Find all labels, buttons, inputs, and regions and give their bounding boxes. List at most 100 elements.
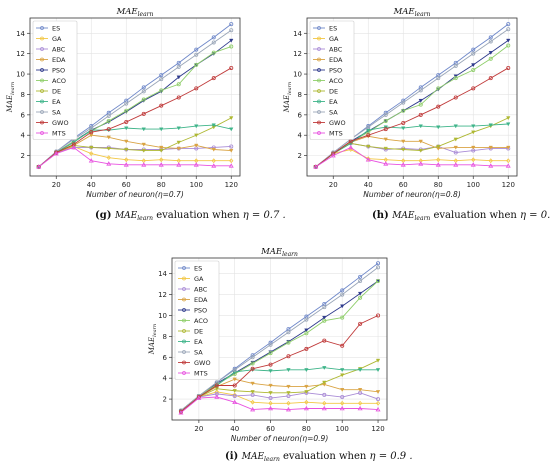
legend-label-ga: GA (329, 35, 339, 43)
point-abc-11 (376, 397, 381, 402)
point-gwo-6 (286, 354, 291, 359)
point-sa-5 (401, 100, 406, 105)
point-de-8 (322, 380, 327, 385)
point-eda-5 (268, 383, 273, 388)
point-ga-7 (159, 157, 164, 163)
series-line-abc (180, 392, 379, 412)
point-ea-8 (176, 126, 181, 131)
point-ea-7 (159, 127, 164, 132)
point-gwo-9 (471, 86, 476, 91)
point-gwo-8 (322, 338, 327, 343)
chart-panel-3: 20 40 60 80 100 120 2 4 6 8 10 12 14 MAElearn Number o… (148, 247, 413, 463)
point-ga-7 (436, 157, 441, 163)
legend-marker-abc (40, 47, 44, 51)
point-ga-9 (471, 157, 476, 163)
point-pso-9 (340, 304, 345, 309)
series-line-de (38, 117, 232, 168)
point-eda-4 (250, 381, 255, 386)
point-eda-11 (229, 148, 234, 153)
point-de-7 (304, 390, 309, 394)
point-ea-9 (471, 124, 476, 129)
point-abc-9 (340, 395, 345, 400)
point-de-6 (141, 148, 146, 153)
legend-marker-aco (317, 78, 321, 83)
point-mts-11 (505, 163, 511, 168)
x-tick-label-2: 60 (399, 181, 408, 189)
legend-label-ga: GA (194, 275, 204, 283)
point-es-9 (471, 47, 476, 52)
series-ga (178, 389, 381, 415)
point-sa-5 (124, 101, 129, 106)
point-mts-2 (348, 144, 354, 150)
point-gwo-3 (366, 133, 371, 138)
legend-label-es: ES (52, 25, 60, 33)
series-mts (36, 144, 234, 169)
point-ga-5 (124, 157, 129, 163)
point-aco-8 (453, 76, 458, 81)
point-mts-11 (375, 406, 381, 412)
legend-marker-ga (317, 36, 321, 41)
series-line-mts (315, 146, 509, 168)
legend-label-es: ES (329, 25, 337, 33)
point-ga-7 (304, 399, 309, 405)
legend-label-ga: GA (52, 35, 62, 43)
point-mts-8 (453, 162, 459, 167)
legend-marker-gwo (317, 120, 321, 125)
point-de-5 (268, 391, 273, 396)
point-ea-7 (436, 125, 441, 130)
point-abc-3 (232, 393, 237, 398)
legend-label-eda: EDA (194, 296, 208, 304)
point-pso-11 (229, 38, 234, 43)
x-axis-label: Number of neuron(η=0.8) (363, 190, 461, 199)
point-sa-11 (376, 265, 381, 270)
legend-marker-sa (40, 110, 44, 114)
point-mts-1 (196, 395, 202, 400)
legend-label-eda: EDA (329, 56, 343, 64)
legend-marker-abc (182, 287, 186, 291)
point-aco-4 (383, 118, 388, 123)
point-es-11 (506, 22, 511, 27)
series-line-eda (315, 135, 509, 168)
point-mts-4 (250, 406, 256, 412)
point-es-9 (194, 47, 199, 52)
legend-label-de: DE (52, 88, 61, 96)
legend-marker-ga (40, 36, 44, 41)
point-eda-7 (159, 145, 164, 150)
legend-label-pso: PSO (194, 307, 207, 315)
point-ea-5 (401, 126, 406, 131)
point-aco-10 (211, 50, 216, 55)
point-mts-7 (158, 162, 164, 167)
x-tick-label-3: 80 (434, 181, 443, 189)
point-pso-6 (418, 98, 423, 103)
point-es-11 (229, 22, 234, 27)
point-ga-11 (375, 400, 381, 406)
point-ea-9 (340, 368, 345, 373)
point-sa-6 (141, 89, 146, 94)
point-es-10 (488, 35, 493, 40)
point-aco-5 (268, 351, 273, 356)
legend-box (32, 20, 78, 140)
chart-title: MAElearn (116, 7, 154, 18)
point-aco-5 (401, 108, 406, 113)
legend: ES GA ABC EDA PSO ACO DE EA SA GWO MTS (32, 20, 78, 140)
point-aco-8 (322, 318, 327, 323)
point-mts-6 (141, 162, 147, 167)
point-de-11 (506, 116, 511, 121)
y-axis-label: MAElearn (148, 324, 158, 356)
series-abc (178, 390, 381, 414)
legend-marker-pso (40, 68, 44, 72)
point-gwo-5 (401, 120, 406, 125)
point-gwo-7 (159, 103, 164, 108)
point-sa-11 (506, 27, 511, 32)
point-mts-4 (106, 161, 112, 166)
point-gwo-6 (141, 111, 146, 116)
point-gwo-11 (229, 65, 234, 70)
point-ea-11 (506, 122, 511, 127)
legend-label-es: ES (194, 265, 202, 273)
point-mts-0 (313, 164, 319, 169)
point-de-8 (453, 137, 458, 142)
x-tick-label-5: 120 (225, 181, 238, 189)
panel-caption: (i) MAElearn evaluation when η = 0.9 . (225, 451, 413, 463)
point-gwo-3 (89, 130, 94, 135)
